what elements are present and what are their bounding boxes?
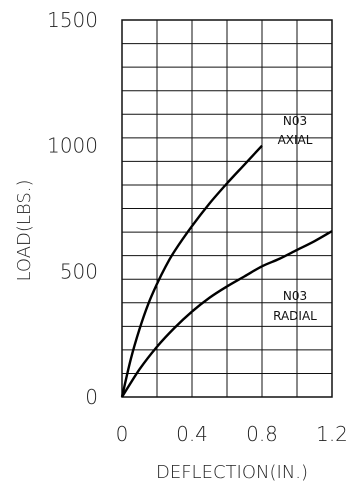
- x-tick-label: 0.8: [246, 422, 278, 446]
- y-tick-label: 1000: [47, 134, 98, 158]
- x-tick-label: 0: [116, 422, 129, 446]
- y-axis-label: LOAD(LBS.): [14, 179, 35, 281]
- series-annotation-line: RADIAL: [273, 309, 317, 323]
- plot-frame: [121, 19, 333, 398]
- series-annotation-line: N03: [283, 289, 307, 303]
- grid-lines: [122, 20, 332, 397]
- y-tick-label: 1500: [47, 8, 98, 32]
- y-tick-label: 0: [85, 385, 98, 409]
- curves: [120, 144, 333, 398]
- series-annotation-line: N03: [283, 114, 307, 128]
- tick-labels: 0 0.4 0.8 1.2 0 500 1000 1500: [47, 8, 346, 446]
- x-axis-label: DEFLECTION(IN.): [156, 462, 308, 483]
- radial-curve: [120, 230, 333, 398]
- x-tick-label: 0.4: [176, 422, 208, 446]
- series-annotation-line: AXIAL: [278, 133, 313, 147]
- axial-curve: [120, 144, 263, 398]
- x-tick-label: 1.2: [316, 422, 346, 446]
- series-annotations: N03 AXIAL N03 RADIAL: [273, 114, 317, 323]
- y-tick-label: 500: [60, 259, 98, 283]
